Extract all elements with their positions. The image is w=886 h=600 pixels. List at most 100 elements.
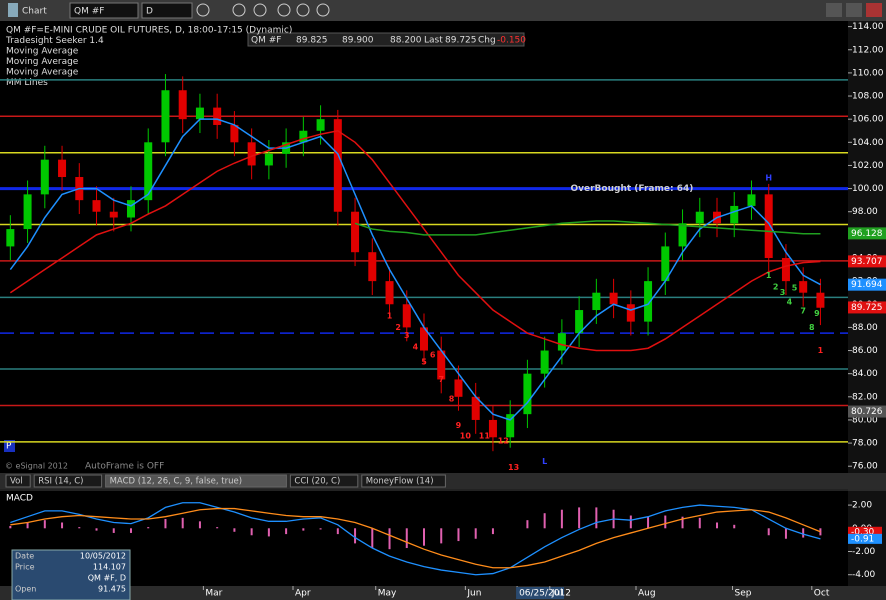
candle-body <box>351 211 360 253</box>
indicator-tab[interactable] <box>289 474 359 488</box>
p-badge[interactable] <box>4 440 15 452</box>
annotation: 3 <box>404 331 410 340</box>
indicator-tab[interactable] <box>33 474 103 488</box>
annotation: 5 <box>792 284 798 293</box>
candle-body <box>420 327 428 351</box>
histogram-bar <box>9 525 12 529</box>
histogram-bar <box>147 527 150 529</box>
tool-icon[interactable] <box>277 3 291 17</box>
x-tick-label: Jun <box>466 589 481 599</box>
indicator-tab-label[interactable]: MoneyFlow (14) <box>366 477 434 487</box>
indicator-tab[interactable] <box>361 474 446 488</box>
annotation: OverBought (Frame: 64) <box>571 184 694 194</box>
price-flag <box>848 405 886 418</box>
candle-body <box>437 350 446 380</box>
candle-body <box>730 205 739 224</box>
candle-body <box>454 379 463 397</box>
histogram-bar <box>802 528 805 538</box>
maximize-button[interactable] <box>846 3 862 17</box>
histogram-bar <box>629 515 632 529</box>
annotation: 4 <box>787 297 793 306</box>
interval-box[interactable] <box>141 2 193 19</box>
macd-value-label: -0.30 <box>851 527 875 537</box>
quote-last: 89.725 <box>445 36 477 46</box>
histogram-bar <box>371 528 374 549</box>
indicator-tab-label[interactable]: MACD (12, 26, C, 9, false, true) <box>110 477 242 487</box>
quote-box <box>247 32 525 47</box>
close-button[interactable] <box>866 3 882 17</box>
indicator-tab-label[interactable]: RSI (14, C) <box>38 477 83 487</box>
minimize-button[interactable] <box>826 3 842 17</box>
histogram-bar <box>129 528 132 533</box>
candle-body <box>161 90 170 143</box>
quote-open: 89.825 <box>296 36 328 46</box>
y-tick-label: 100.00 <box>852 184 884 194</box>
tool-icon[interactable] <box>296 3 310 17</box>
indicator-tab[interactable] <box>105 474 287 488</box>
price-label: 89.725 <box>851 303 883 313</box>
y-tick-label: 108.00 <box>852 92 884 102</box>
histogram-bar <box>198 521 201 529</box>
annotation: 7 <box>438 375 444 384</box>
candle-body <box>575 310 584 334</box>
tool-icon[interactable] <box>316 3 330 17</box>
y-tick-label: 98.00 <box>852 207 878 217</box>
info-value: 91.475 <box>98 585 126 594</box>
interval-input[interactable]: D <box>146 7 153 17</box>
indicator-tab-label[interactable]: Vol <box>10 477 23 487</box>
candle-body <box>213 107 222 125</box>
annotation: 6 <box>430 351 436 360</box>
tool-icon[interactable] <box>232 3 246 17</box>
annotation: 10 <box>460 432 472 441</box>
candle-body <box>109 211 118 218</box>
annotation: 1 <box>387 311 393 320</box>
y-tick-label: 80.00 <box>852 415 878 425</box>
time-axis <box>0 586 886 600</box>
candle-body <box>506 414 515 438</box>
annotation: 7 <box>800 307 806 316</box>
y-tick-label: 2.00 <box>852 501 872 511</box>
histogram-bar <box>388 528 391 550</box>
annotation: 1 <box>766 271 772 280</box>
histogram-bar <box>43 520 46 529</box>
info-key: Open <box>15 585 36 594</box>
price-flag <box>848 301 886 314</box>
price-label: 80.726 <box>851 407 883 417</box>
indicator-tab-label[interactable]: CCI (20, C) <box>294 477 340 487</box>
indicator-tab[interactable] <box>5 474 31 488</box>
candle-body <box>781 257 790 282</box>
candle-body <box>230 124 239 143</box>
indicator-line <box>9 118 821 421</box>
y-tick-label: 112.00 <box>852 45 884 55</box>
x-tick-label: Sep <box>735 589 752 599</box>
histogram-bar <box>526 520 529 529</box>
macd-value-label: -0.91 <box>851 534 874 544</box>
x-tick-label: 06/25/2012 <box>519 589 571 599</box>
symbol-box[interactable] <box>69 2 139 19</box>
annotation: 9 <box>814 309 820 318</box>
info-key: Price <box>15 563 35 572</box>
annotation: L <box>542 457 547 466</box>
chart-icon <box>8 3 18 17</box>
histogram-bar <box>267 528 270 537</box>
price-label: 93.707 <box>851 257 883 267</box>
symbol-input[interactable]: QM #F <box>74 7 104 17</box>
candle-body <box>523 373 532 415</box>
info-key: Date <box>15 552 34 561</box>
histogram-bar <box>578 507 581 529</box>
quote-bar: QM #F 89.825 89.900 88.200 Last 89.725 C… <box>247 32 526 47</box>
tool-icon[interactable] <box>253 3 267 17</box>
candle-body <box>471 396 480 420</box>
histogram-bar <box>405 528 408 549</box>
histogram-bar <box>319 528 322 530</box>
price-label: 96.128 <box>851 229 883 239</box>
legend-entry: Tradesight Seeker 1.4 <box>5 36 104 46</box>
histogram-bar <box>164 519 167 529</box>
quote-high: 89.900 <box>342 36 374 46</box>
candle-body <box>540 350 549 374</box>
toolbar <box>0 0 886 21</box>
tool-icon[interactable] <box>196 3 210 17</box>
legend-entry: Moving Average <box>6 57 79 67</box>
histogram-bar <box>560 509 563 529</box>
y-tick-label: -2.00 <box>852 547 876 557</box>
